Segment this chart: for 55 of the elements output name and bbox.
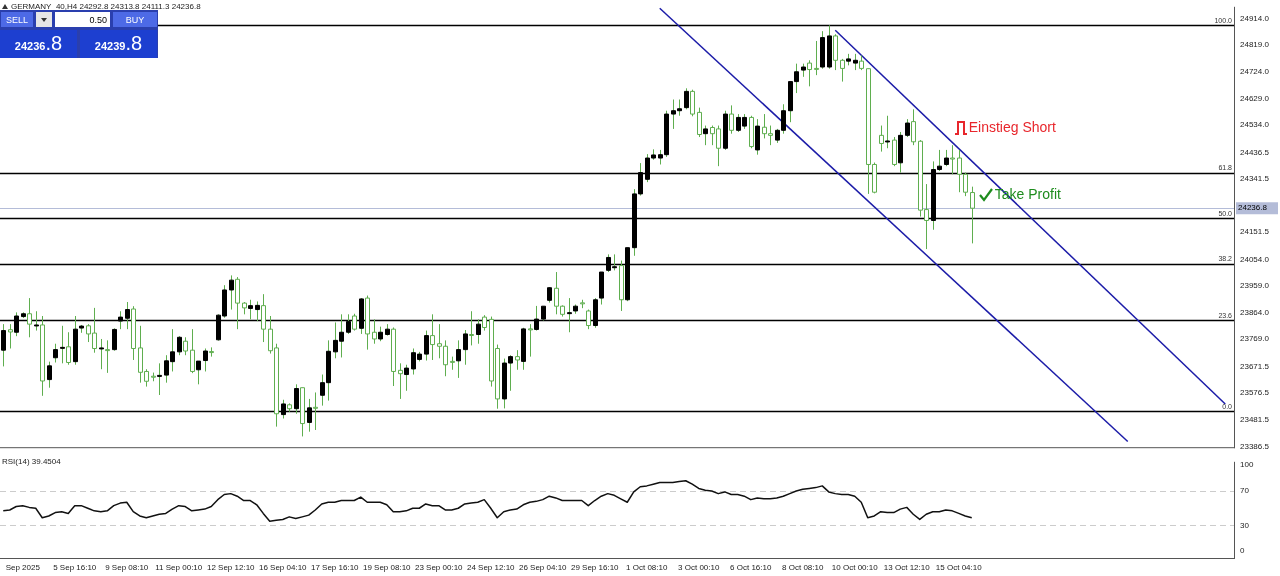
y-tick-label: 23386.5: [1240, 441, 1270, 451]
y-tick-label: 24724.0: [1240, 66, 1270, 76]
chart-title: GERMANY_40,H4 24292.8 24313.8 24111.3 24236.8: [11, 2, 201, 11]
y-tick-label: 23864.0: [1240, 307, 1270, 317]
candlestick: [833, 33, 838, 71]
candlestick: [66, 331, 71, 366]
x-tick-label: 24 Sep 12:10: [466, 563, 516, 572]
y-tick-label: 24534.0: [1240, 120, 1270, 130]
y-tick-label: 24151.5: [1240, 227, 1270, 237]
candlestick: [27, 297, 32, 338]
y-tick-label: 24054.0: [1240, 254, 1270, 264]
y-tick-label: 23769.0: [1240, 334, 1270, 344]
x-tick-label: 3 Oct 00:10: [678, 563, 720, 572]
x-tick-label: 23 Sep 00:10: [414, 563, 464, 572]
candlestick: [970, 186, 975, 244]
y-tick-label: 70: [1240, 486, 1250, 496]
x-tick-label: 12 Sep 12:10: [206, 563, 256, 572]
ref-line-label: 24236.8: [1238, 203, 1268, 213]
y-tick-label: 24629.0: [1240, 93, 1270, 103]
annotation: 24239.8: [94, 32, 143, 55]
x-tick-label: 15 Oct 04:10: [935, 563, 983, 572]
x-tick-label: 5 Sep 16:10: [53, 563, 97, 572]
y-tick-label: 24914.0: [1240, 13, 1270, 23]
candlestick: [261, 293, 266, 343]
x-tick-label: 26 Sep 04:10: [518, 563, 568, 572]
annotation: Einstieg Short: [968, 118, 1057, 135]
x-tick-label: 9 Sep 08:10: [105, 563, 149, 572]
annotation: SELL: [1, 12, 33, 27]
x-tick-label: 8 Oct 08:10: [782, 563, 824, 572]
x-tick-label: 11 Sep 00:10: [155, 563, 203, 572]
x-tick-label: 1 Oct 08:10: [626, 563, 668, 572]
x-tick-label: 29 Sep 16:10: [570, 563, 620, 572]
y-tick-label: 24819.0: [1240, 40, 1270, 50]
y-tick-label: 24436.5: [1240, 147, 1270, 157]
y-tick-label: 23576.5: [1240, 388, 1270, 398]
y-tick-label: 23959.0: [1240, 281, 1270, 291]
x-tick-label: Sep 2025: [5, 563, 41, 572]
x-tick-label: 10 Oct 00:10: [831, 563, 879, 572]
y-tick-label: 23481.5: [1240, 414, 1270, 424]
y-tick-label: 100: [1240, 460, 1254, 470]
candlestick: [469, 310, 474, 346]
y-tick-label: 24341.5: [1240, 174, 1270, 184]
x-tick-label: 19 Sep 08:10: [362, 563, 412, 572]
annotation: 24236.8: [14, 32, 63, 55]
annotation: 0.50: [55, 12, 110, 27]
candlestick: [1, 323, 6, 367]
y-tick-label: 23671.5: [1240, 361, 1270, 371]
x-tick-label: 6 Oct 16:10: [730, 563, 772, 572]
x-tick-label: 17 Sep 16:10: [310, 563, 360, 572]
y-tick-label: 0: [1240, 546, 1245, 556]
annotation: BUY: [113, 12, 157, 27]
y-tick-label: 30: [1240, 520, 1250, 530]
chart-title: RSI(14) 39.4504: [2, 457, 61, 466]
x-tick-label: 16 Sep 04:10: [258, 563, 308, 572]
x-tick-label: 13 Oct 12:10: [883, 563, 931, 572]
